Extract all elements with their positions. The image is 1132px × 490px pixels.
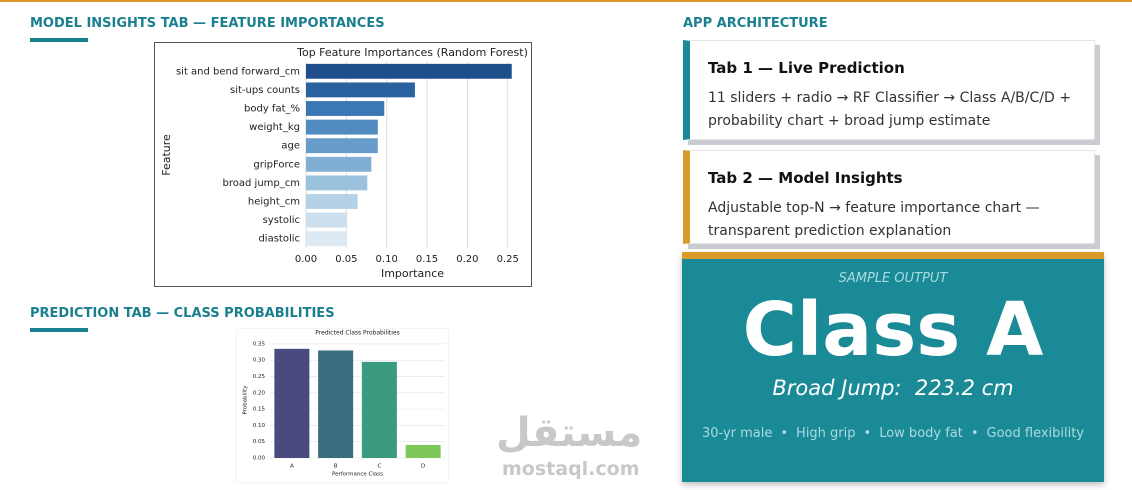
output-traits: 30-yr maleHigh gripLow body fatGood flex… <box>682 426 1104 441</box>
class-probability-chart: Predicted Class Probabilities 0.00 0.05 0.1… <box>237 329 448 482</box>
y-tick-label: age <box>281 141 300 152</box>
card-text: 11 sliders + radio → RF Classifier → Cla… <box>708 90 1071 129</box>
bar <box>274 348 310 458</box>
chart-title: Predicted Class Probabilities <box>315 330 399 337</box>
trait: High grip <box>772 426 855 441</box>
x-tick-label: 0.15 <box>416 254 438 265</box>
card-text: Adjustable top-N → feature importance ch… <box>708 200 1040 239</box>
bar <box>306 82 415 98</box>
bar <box>361 361 397 458</box>
y-tick-label: broad jump_cm <box>223 178 300 189</box>
watermark-latin: mostaql.com <box>502 458 640 480</box>
y-tick-label: 0.00 <box>253 456 266 462</box>
bar <box>306 156 372 172</box>
x-tick-label: D <box>421 464 425 470</box>
output-class: Class A <box>742 287 1044 373</box>
trait: Good flexibility <box>963 426 1084 441</box>
x-tick-label: 0.05 <box>335 254 357 265</box>
section-heading: MODEL INSIGHTS TAB — FEATURE IMPORTANCES <box>30 16 385 31</box>
trait: Low body fat <box>856 426 963 441</box>
y-tick-label: 0.20 <box>253 390 266 396</box>
x-axis-label: Importance <box>381 267 444 280</box>
output-label: SAMPLE OUTPUT <box>838 271 948 286</box>
bar <box>306 194 358 209</box>
y-tick-label: diastolic <box>258 234 300 245</box>
x-tick-label: 0.20 <box>456 254 478 265</box>
y-tick-label: 0.35 <box>253 341 266 347</box>
x-tick-label: 0.10 <box>376 254 398 265</box>
y-tick-label: 0.05 <box>253 439 266 445</box>
y-tick-label: 0.30 <box>253 358 266 364</box>
bar <box>306 101 385 116</box>
y-tick-label: gripForce <box>253 159 300 170</box>
bar <box>306 212 348 228</box>
trait: 30-yr male <box>701 426 773 441</box>
y-axis-label: Probability <box>243 385 249 415</box>
x-tick-label: A <box>290 464 294 470</box>
y-tick-label: sit and bend forward_cm <box>176 66 300 77</box>
bar <box>306 231 347 247</box>
card: Tab 2 — Model Insights Adjustable top-N … <box>683 150 1095 244</box>
x-tick-label: C <box>377 464 381 470</box>
x-tick-label: B <box>334 464 338 470</box>
sample-output: SAMPLE OUTPUT Class A Broad Jump: 223.2 … <box>682 252 1104 482</box>
section-heading: PREDICTION TAB — CLASS PROBABILITIES <box>30 306 335 321</box>
card: Tab 1 — Live Prediction 11 sliders + rad… <box>683 40 1095 140</box>
watermark-arabic: مستقل <box>496 410 643 456</box>
x-axis-label: Performance Class <box>332 472 383 478</box>
y-tick-label: 0.10 <box>253 423 266 429</box>
card-title: Tab 2 — Model Insights <box>708 169 903 187</box>
y-tick-label: 0.15 <box>253 407 266 413</box>
section-heading: APP ARCHITECTURE <box>683 16 828 31</box>
y-tick-label: height_cm <box>248 197 300 208</box>
bar <box>306 175 368 191</box>
bar <box>405 444 441 458</box>
bar <box>318 350 354 458</box>
bar <box>306 119 378 135</box>
y-tick-label: systolic <box>263 215 300 226</box>
y-tick-label: sit-ups counts <box>230 85 300 96</box>
heading-underline <box>30 38 88 42</box>
x-tick-label: 0.25 <box>497 254 519 265</box>
heading-underline <box>30 328 88 332</box>
y-axis-label: Feature <box>160 134 173 176</box>
card-title: Tab 1 — Live Prediction <box>708 59 905 77</box>
bar <box>306 63 512 79</box>
y-tick-label: weight_kg <box>249 122 300 133</box>
chart-title: Top Feature Importances (Random Forest) <box>296 46 528 59</box>
x-tick-label: 0.00 <box>295 254 317 265</box>
bar <box>306 138 378 154</box>
y-tick-label: body fat_% <box>244 104 300 115</box>
output-broad-jump: Broad Jump: 223.2 cm <box>772 376 1014 400</box>
y-tick-label: 0.25 <box>253 374 266 380</box>
feature-importance-chart: Top Feature Importances (Random Forest) 0… <box>154 42 532 287</box>
